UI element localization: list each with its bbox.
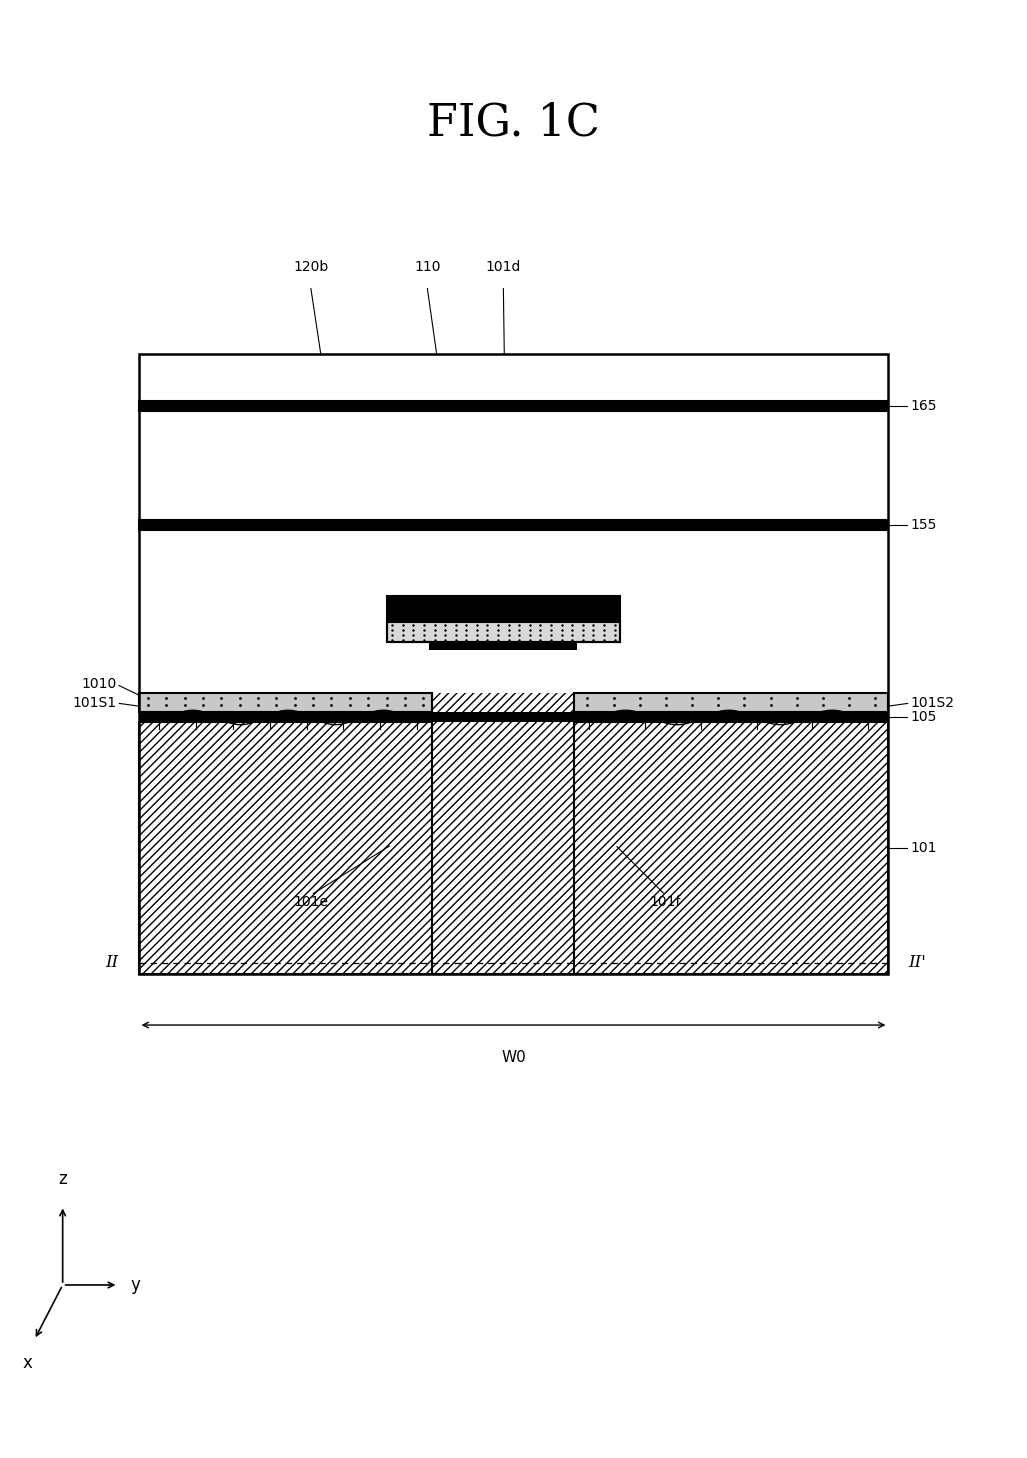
Text: 1010: 1010 <box>81 677 116 691</box>
Bar <box>139 722 888 974</box>
Bar <box>139 712 888 717</box>
Text: 120b: 120b <box>294 260 329 274</box>
Bar <box>139 693 432 712</box>
Bar <box>139 519 888 529</box>
Text: 101d: 101d <box>486 260 521 274</box>
Bar <box>429 643 577 650</box>
Bar <box>139 712 432 717</box>
Text: 101f: 101f <box>650 895 681 910</box>
Bar <box>432 650 574 974</box>
Text: 102: 102 <box>470 917 496 932</box>
Text: W0: W0 <box>501 1050 526 1064</box>
Text: 165: 165 <box>911 399 938 413</box>
Bar <box>139 353 888 401</box>
Bar <box>574 712 888 717</box>
Text: y: y <box>130 1276 141 1295</box>
Text: 10b: 10b <box>794 628 821 642</box>
Text: H2: H2 <box>620 674 639 688</box>
Bar <box>139 411 888 519</box>
Bar <box>574 693 888 712</box>
Bar <box>387 623 620 643</box>
Bar <box>139 712 888 722</box>
Text: x: x <box>23 1354 32 1372</box>
Text: 10b: 10b <box>206 628 233 642</box>
Text: 110: 110 <box>414 260 441 274</box>
Text: W1: W1 <box>492 713 515 728</box>
Text: 101S2: 101S2 <box>911 695 955 710</box>
Text: II: II <box>105 955 118 971</box>
Text: 105: 105 <box>911 710 937 723</box>
Text: FIG. 1C: FIG. 1C <box>427 101 600 144</box>
Text: II': II' <box>909 955 926 971</box>
Text: 101: 101 <box>911 841 938 856</box>
Bar <box>387 596 620 623</box>
Bar <box>139 353 888 974</box>
Text: 101S1: 101S1 <box>72 695 116 710</box>
Bar <box>139 401 888 411</box>
Bar <box>387 596 620 643</box>
Text: z: z <box>59 1171 67 1188</box>
Bar <box>139 529 888 693</box>
Bar <box>139 722 888 974</box>
Bar <box>432 650 574 974</box>
Text: 155: 155 <box>911 518 937 532</box>
Text: 10a: 10a <box>650 625 677 639</box>
Text: 101e: 101e <box>294 895 329 910</box>
Bar <box>139 353 888 974</box>
